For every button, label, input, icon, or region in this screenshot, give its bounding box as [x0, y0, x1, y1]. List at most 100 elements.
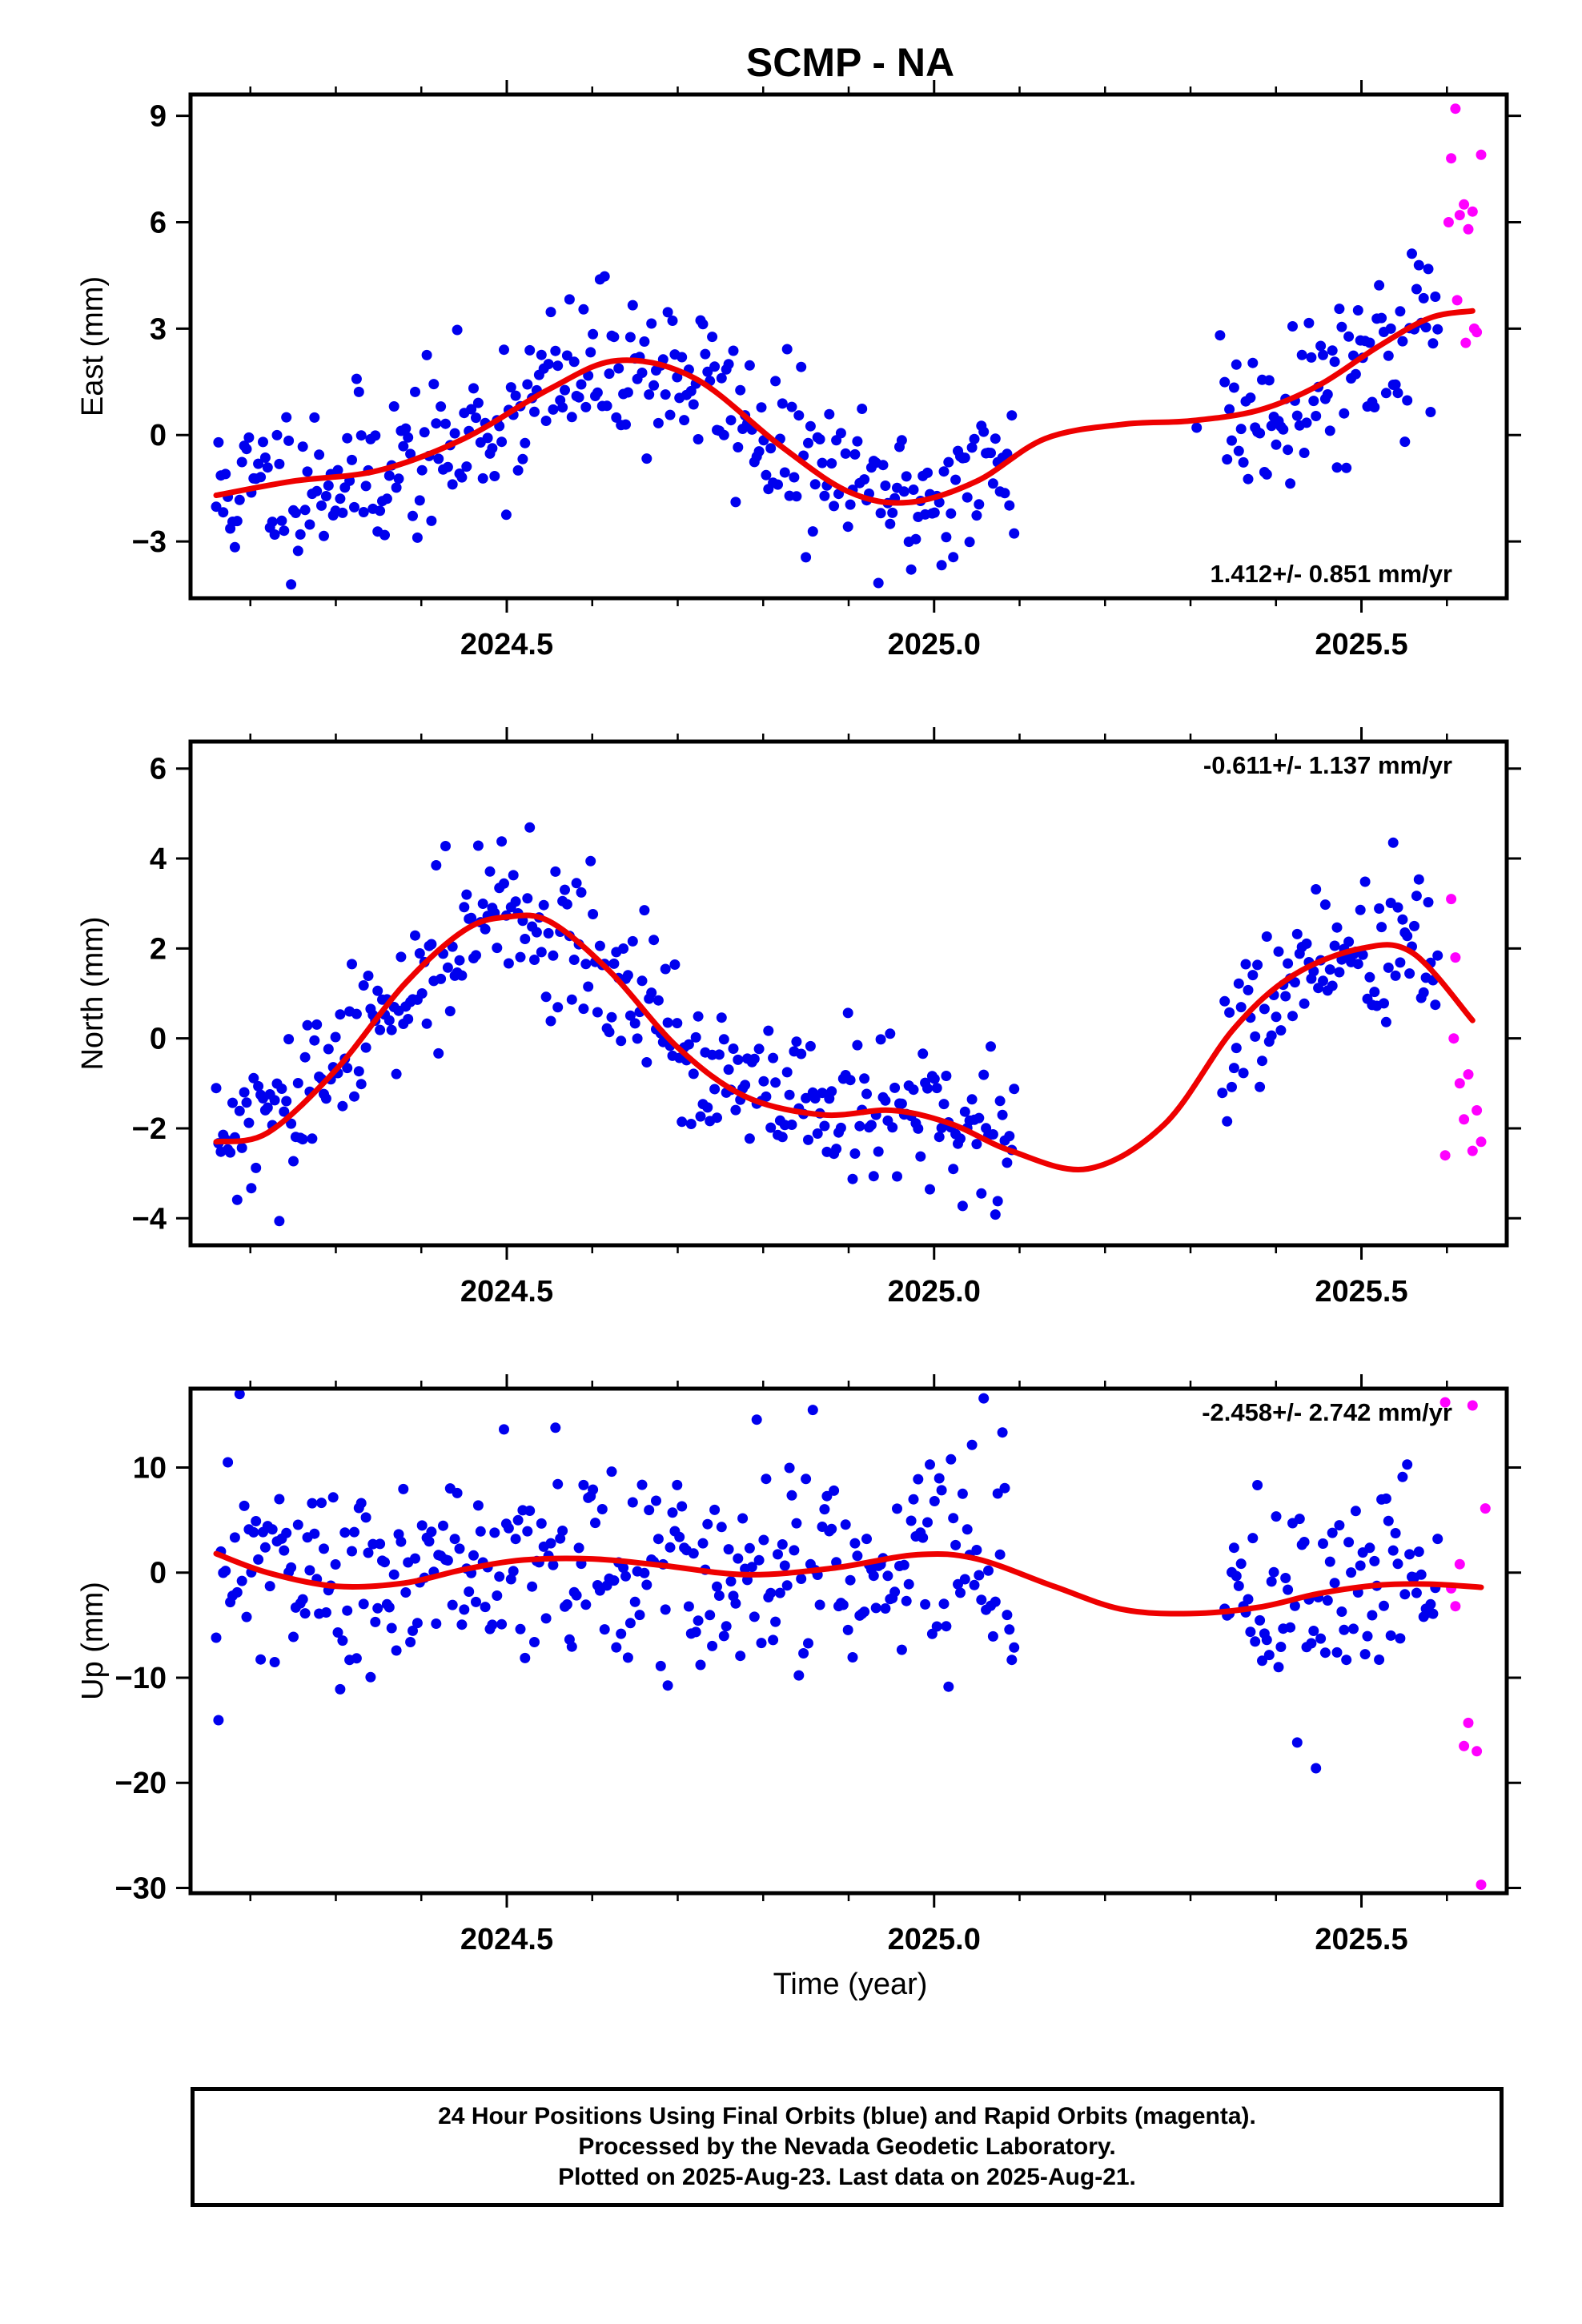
final-point — [1009, 1084, 1020, 1095]
final-point — [360, 1512, 371, 1523]
final-point — [644, 1505, 655, 1516]
rapid-orbit-points — [1443, 103, 1487, 348]
final-point — [408, 1625, 418, 1636]
final-point — [438, 1520, 448, 1531]
final-orbit-points — [211, 248, 1443, 598]
final-point — [416, 988, 428, 999]
final-point — [1420, 322, 1431, 333]
final-point — [248, 1526, 259, 1538]
final-point — [510, 896, 521, 907]
final-point — [561, 1599, 572, 1610]
final-point — [652, 1534, 664, 1545]
final-point — [510, 390, 521, 401]
final-point — [412, 532, 423, 543]
final-point — [859, 474, 870, 485]
final-point — [821, 1490, 833, 1502]
final-point — [342, 1063, 353, 1074]
final-point — [744, 1542, 755, 1554]
final-point — [1009, 528, 1020, 539]
final-point — [456, 472, 468, 483]
final-point — [931, 1621, 942, 1632]
final-point — [934, 1473, 945, 1484]
final-point — [1423, 897, 1434, 908]
final-point — [426, 939, 437, 950]
final-point — [887, 507, 898, 518]
final-point — [349, 501, 359, 513]
final-point — [292, 1519, 303, 1530]
final-point — [585, 855, 596, 866]
final-point — [231, 1194, 243, 1205]
final-point — [560, 884, 570, 895]
final-point — [370, 430, 381, 441]
final-point — [276, 1084, 287, 1094]
final-point — [500, 509, 512, 521]
final-point — [269, 1095, 280, 1106]
final-point — [1427, 338, 1439, 349]
final-point — [620, 419, 631, 430]
final-point — [885, 1028, 896, 1039]
final-point — [688, 1068, 699, 1080]
model-curve — [213, 912, 1476, 1172]
final-point — [1411, 891, 1422, 902]
final-point — [819, 490, 830, 501]
final-point — [784, 1462, 795, 1474]
final-point — [472, 1500, 484, 1511]
final-point — [901, 1595, 912, 1606]
final-point — [641, 1579, 652, 1590]
final-point — [1250, 1031, 1261, 1042]
final-point — [548, 1559, 559, 1570]
final-point — [1369, 1555, 1380, 1566]
final-point — [789, 1545, 800, 1556]
final-point — [905, 564, 917, 575]
final-point — [986, 1041, 996, 1052]
final-point — [239, 1087, 250, 1098]
final-point — [536, 947, 547, 958]
final-point — [847, 1652, 858, 1663]
final-point — [601, 400, 612, 412]
final-point — [1390, 970, 1401, 981]
final-point — [529, 406, 540, 417]
final-point — [262, 462, 273, 473]
final-point — [773, 1549, 783, 1560]
final-point — [915, 1151, 926, 1162]
final-point — [629, 1596, 640, 1607]
final-point — [618, 943, 629, 954]
final-point — [548, 404, 559, 415]
final-point — [1350, 1506, 1361, 1517]
final-point — [520, 934, 531, 944]
rapid-point — [1463, 1069, 1474, 1080]
final-point — [763, 1025, 774, 1036]
rapid-point — [1476, 1136, 1487, 1148]
final-point — [580, 1599, 592, 1610]
final-point — [1268, 1566, 1279, 1578]
final-point — [471, 412, 481, 424]
final-point — [227, 1097, 238, 1108]
final-point — [1339, 408, 1350, 419]
final-point — [1348, 1623, 1359, 1634]
final-point — [482, 432, 493, 444]
final-point — [751, 1414, 762, 1425]
final-point — [416, 464, 428, 476]
final-point — [477, 472, 488, 484]
final-point — [845, 499, 856, 510]
final-point — [749, 1611, 760, 1622]
final-point — [1385, 1630, 1396, 1641]
final-point — [672, 1018, 683, 1029]
final-point — [1231, 1043, 1242, 1054]
final-point — [1289, 977, 1300, 988]
final-point — [1240, 959, 1251, 970]
final-point — [896, 435, 907, 446]
final-point — [1343, 936, 1355, 947]
final-point — [667, 1507, 678, 1518]
final-point — [243, 1117, 255, 1128]
final-point — [466, 404, 477, 415]
final-point — [512, 464, 524, 476]
final-point — [543, 927, 554, 939]
final-point — [870, 1602, 881, 1614]
final-point — [791, 1518, 802, 1529]
final-point — [1247, 357, 1259, 368]
final-point — [396, 1536, 407, 1547]
final-point — [971, 1545, 982, 1555]
final-point — [492, 1590, 503, 1601]
rapid-point — [1463, 1717, 1474, 1728]
